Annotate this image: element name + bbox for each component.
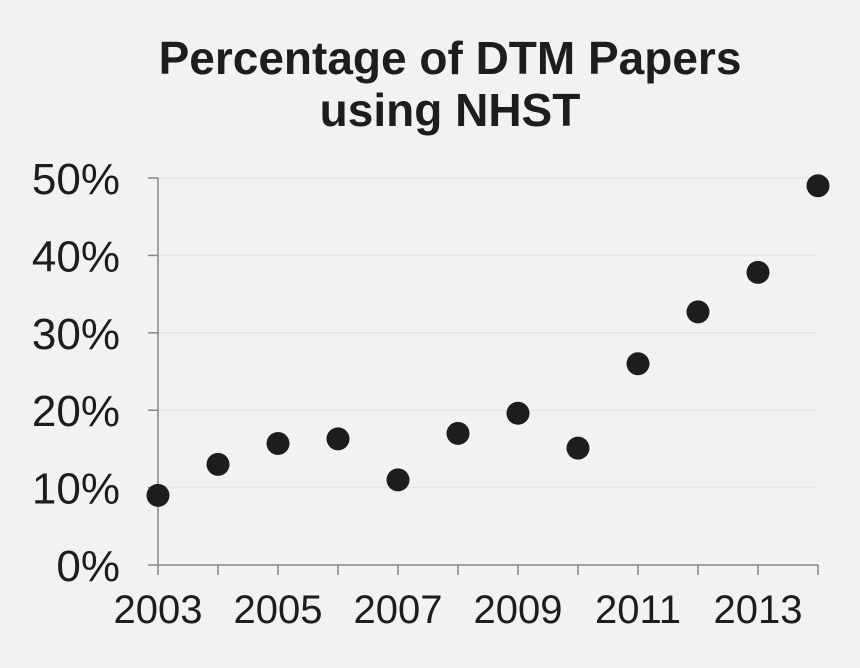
data-point [626,352,650,376]
data-point [746,260,770,284]
y-tick-label: 40% [32,232,120,281]
data-point [686,300,710,324]
x-tick-label: 2009 [474,588,563,632]
data-point [386,468,410,492]
data-point [446,421,470,445]
x-tick-label: 2003 [114,588,203,632]
x-tick-label: 2005 [234,588,323,632]
data-point [206,452,230,476]
data-point [266,431,290,455]
y-tick-label: 30% [32,310,120,359]
data-point [326,427,350,451]
chart-title: Percentage of DTM Papers using NHST [0,32,860,136]
y-tick-label: 10% [32,465,120,514]
y-tick-label: 50% [32,155,120,204]
y-tick-label: 0% [56,542,120,591]
chart-title-line-2: using NHST [319,84,581,136]
x-tick-label: 2007 [354,588,443,632]
x-tick-label: 2013 [714,588,803,632]
data-point [506,401,530,425]
data-point [806,174,830,198]
x-tick-label: 2011 [595,588,681,632]
data-point [146,483,170,507]
y-tick-label: 20% [32,387,120,436]
data-point [566,436,590,460]
chart-title-line-1: Percentage of DTM Papers [158,32,742,84]
